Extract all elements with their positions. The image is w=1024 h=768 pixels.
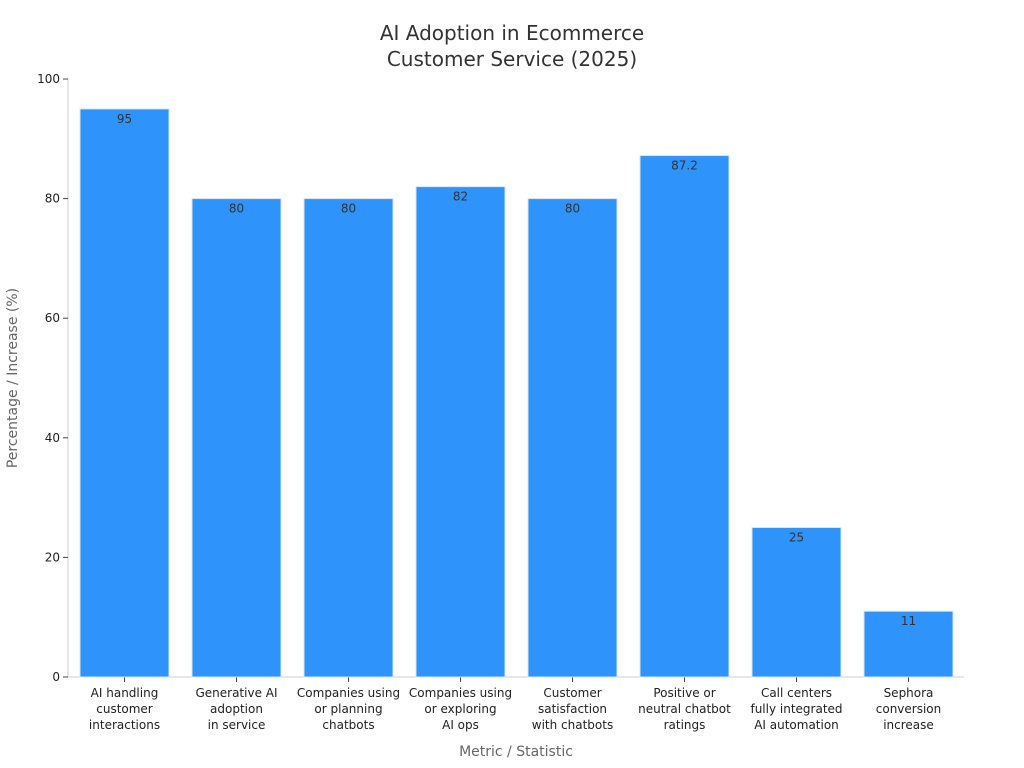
- bar-value-label: 80: [229, 202, 244, 216]
- x-tick-label-line: satisfaction: [538, 702, 607, 716]
- x-tick-label-line: neutral chatbot: [638, 702, 731, 716]
- x-tick-label-line: or planning: [314, 702, 382, 716]
- x-tick-label: Customer satisfaction with chatbots: [532, 686, 613, 732]
- y-axis: 0 20 40 60 80 100: [37, 72, 69, 684]
- y-tick-label: 20: [45, 550, 60, 564]
- bar: [527, 198, 618, 678]
- y-axis-title: Percentage / Increase (%): [5, 288, 21, 468]
- x-tick-label: Companies using or planning chatbots: [297, 686, 400, 732]
- bar: [303, 198, 394, 678]
- chart-title: AI Adoption in Ecommerce Customer Servic…: [380, 21, 644, 71]
- x-tick-label-line: conversion: [876, 702, 942, 716]
- x-tick-label-line: Companies using: [409, 686, 512, 700]
- bar-value-label: 82: [453, 190, 468, 204]
- bar-value-label: 87.2: [671, 159, 698, 173]
- bar-value-label: 25: [789, 531, 804, 545]
- x-axis-title: Metric / Statistic: [459, 744, 573, 760]
- x-tick-label-line: Generative AI: [195, 686, 277, 700]
- x-tick-labels: AI handling customer interactions Generativ…: [89, 686, 941, 732]
- x-tick-label: Call centers fully integrated AI automatio…: [750, 686, 842, 732]
- bar: [751, 527, 842, 678]
- chart-title-line-1: AI Adoption in Ecommerce: [380, 21, 644, 45]
- y-tick-label: 40: [45, 431, 60, 445]
- x-tick-label-line: Sephora: [884, 686, 934, 700]
- y-tick-label: 80: [45, 192, 60, 206]
- x-tick-label-line: Positive or: [653, 686, 715, 700]
- x-tick-label-line: AI handling: [91, 686, 159, 700]
- bar: [191, 198, 282, 678]
- x-tick-label: Companies using or exploring AI ops: [409, 686, 512, 732]
- y-tick-label: 0: [52, 670, 60, 684]
- x-tick-label-line: AI ops: [442, 718, 479, 732]
- x-tick-label: AI handling customer interactions: [89, 686, 160, 732]
- x-tick-label: Positive or neutral chatbot ratings: [638, 686, 731, 732]
- x-tick-label-line: adoption: [210, 702, 263, 716]
- x-tick-label-line: interactions: [89, 718, 160, 732]
- x-tick-label-line: Call centers: [761, 686, 832, 700]
- x-tick-label-line: Customer: [543, 686, 601, 700]
- bar-value-labels: 95 80 80 82 80 87.2 25 11: [117, 112, 916, 628]
- bar-value-label: 11: [901, 614, 916, 628]
- x-tick-label-line: or exploring: [424, 702, 496, 716]
- x-tick-label-line: customer: [96, 702, 153, 716]
- x-tick-label: Sephora conversion increase: [876, 686, 942, 732]
- x-axis: [68, 676, 964, 682]
- x-tick-label-line: chatbots: [322, 718, 374, 732]
- bar: [415, 186, 506, 678]
- bars: [79, 108, 954, 678]
- x-tick-label-line: ratings: [664, 718, 706, 732]
- bar-value-label: 80: [341, 202, 356, 216]
- x-tick-label-line: AI automation: [754, 718, 839, 732]
- x-tick-label-line: with chatbots: [532, 718, 613, 732]
- bar: [79, 108, 170, 678]
- x-tick-label-line: Companies using: [297, 686, 400, 700]
- chart-title-line-2: Customer Service (2025): [387, 47, 637, 71]
- bar: [863, 610, 954, 678]
- x-tick-label: Generative AI adoption in service: [195, 686, 277, 732]
- bar-value-label: 95: [117, 112, 132, 126]
- x-tick-label-line: fully integrated: [750, 702, 842, 716]
- bar-value-label: 80: [565, 202, 580, 216]
- y-tick-label: 60: [45, 311, 60, 325]
- x-tick-label-line: increase: [883, 718, 934, 732]
- bar: [639, 155, 730, 678]
- y-tick-label: 100: [37, 72, 60, 86]
- x-tick-label-line: in service: [208, 718, 266, 732]
